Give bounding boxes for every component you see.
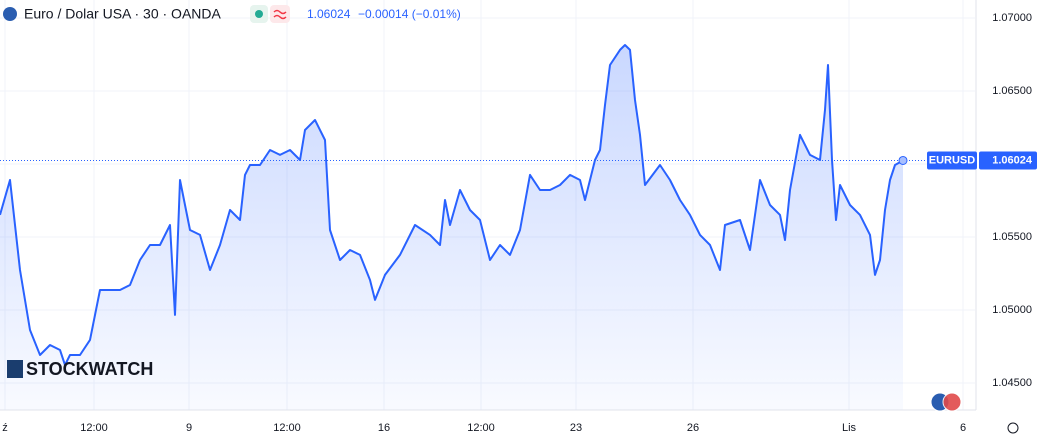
x-tick-label: 12:00: [467, 422, 495, 434]
x-tick-label: 26: [687, 422, 699, 434]
y-tick-label: 1.05500: [992, 231, 1032, 243]
settings-icon[interactable]: [1007, 422, 1019, 434]
y-tick-label: 1.07000: [992, 12, 1032, 24]
header-change: −0.00014 (−0.01%): [358, 7, 461, 21]
last-point: [898, 155, 908, 165]
y-tick-label: 1.05000: [992, 304, 1032, 316]
symbol-tag: [927, 151, 977, 170]
x-tick-label: Lis: [842, 422, 857, 434]
feed-badge: [270, 5, 290, 23]
price-tag: [979, 151, 1037, 170]
symbol-icon: [3, 7, 17, 21]
price-tag-label: 1.06024: [992, 154, 1033, 166]
x-tick-label: 9: [186, 422, 192, 434]
chart-title: Euro / Dolar USA · 30 · OANDA: [24, 6, 222, 22]
y-tick-label: 1.04500: [992, 377, 1032, 389]
x-tick-label: 16: [378, 422, 390, 434]
area-fill: [0, 45, 903, 410]
symbol-label: EURUSD: [929, 154, 976, 166]
status-dot: [255, 10, 263, 18]
watermark-logo: [7, 360, 23, 378]
plot-area: [0, 0, 975, 410]
flag-icon: [942, 392, 962, 412]
feed-icon: [273, 9, 287, 20]
y-tick-label: 1.06500: [992, 85, 1032, 97]
x-tick-label: 23: [570, 422, 582, 434]
x-tick-label: 12:00: [80, 422, 108, 434]
price-line: [0, 44, 904, 366]
x-tick-label: 12:00: [273, 422, 301, 434]
x-tick-label: 6: [960, 422, 966, 434]
watermark: STOCKWATCH: [26, 359, 153, 379]
header-price: 1.06024: [307, 7, 351, 21]
x-tick-label: ź: [2, 422, 8, 434]
